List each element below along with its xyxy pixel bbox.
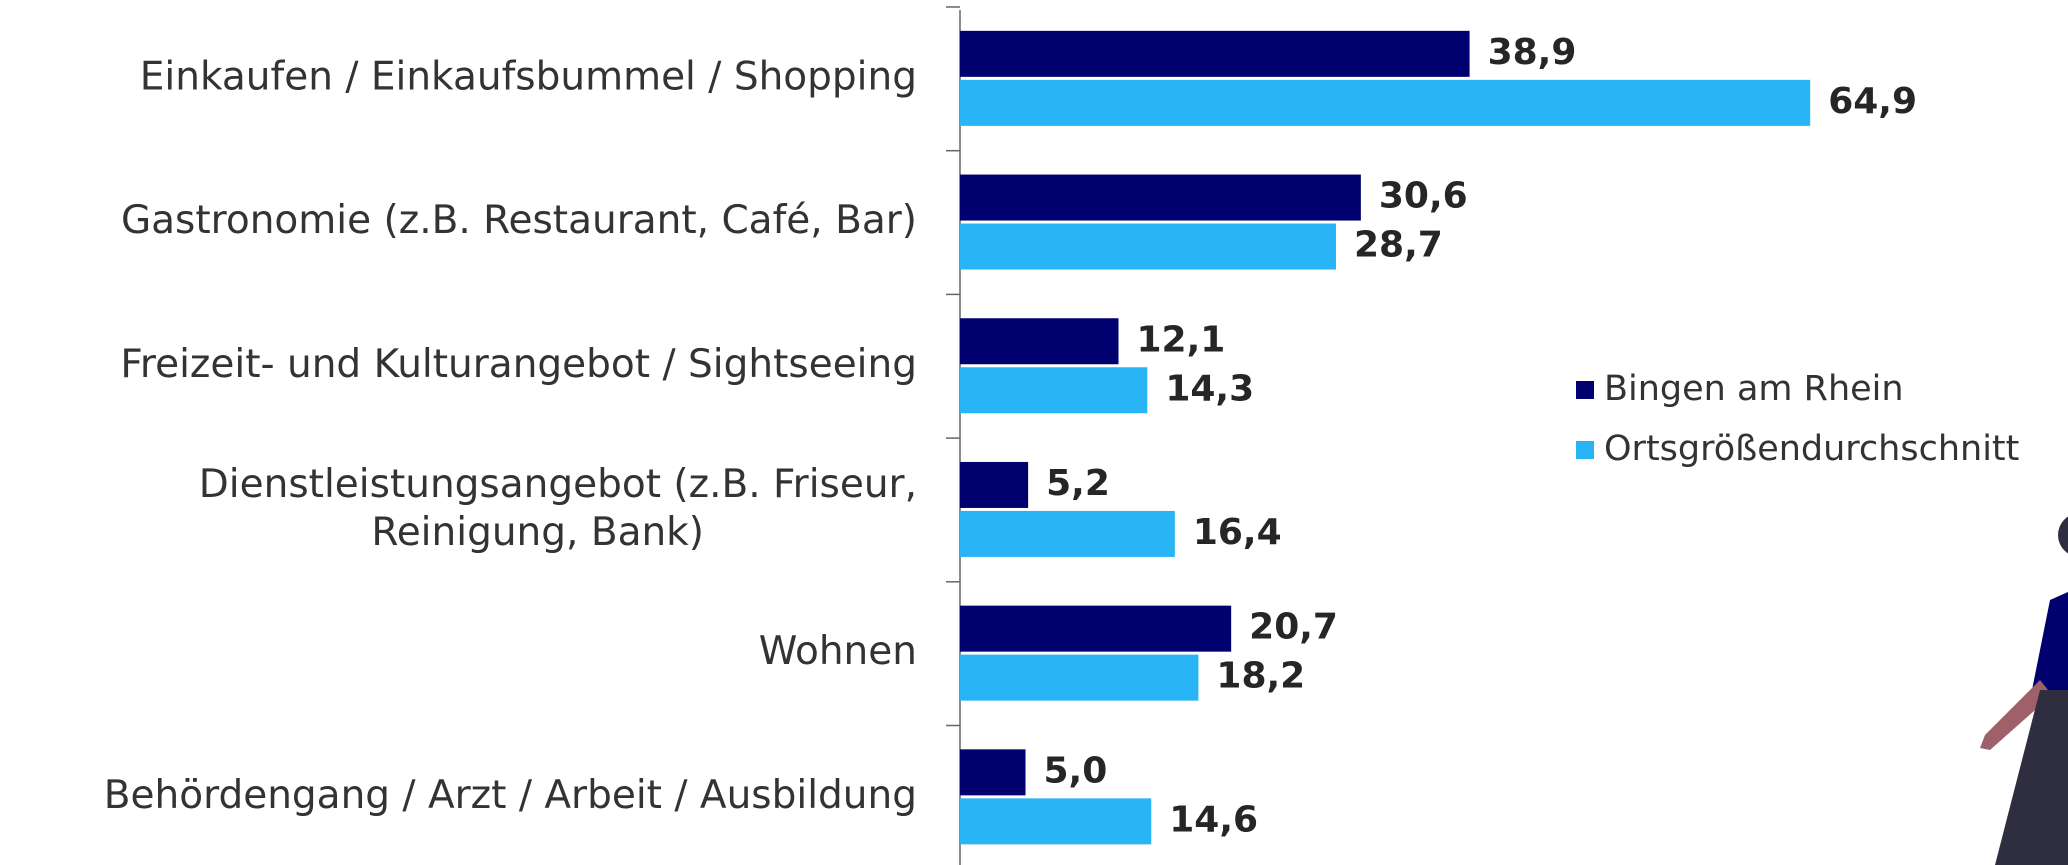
illustration xyxy=(1980,516,2068,865)
legend-swatch xyxy=(1576,381,1594,399)
value-label: 12,1 xyxy=(1137,319,1226,360)
bar xyxy=(960,510,1175,557)
value-label: 14,6 xyxy=(1169,799,1258,840)
value-label: 5,0 xyxy=(1044,750,1108,791)
legend-label: Ortsgrößendurchschnitt xyxy=(1604,429,2019,469)
bar xyxy=(960,174,1361,221)
bar xyxy=(960,367,1148,414)
category-label: Gastronomie (z.B. Restaurant, Café, Bar) xyxy=(121,198,917,243)
category-label: Dienstleistungsangebot (z.B. Friseur, Rei… xyxy=(199,461,917,554)
value-label: 28,7 xyxy=(1354,225,1443,266)
bar xyxy=(960,318,1119,365)
value-label: 30,6 xyxy=(1379,176,1468,217)
legend-label: Bingen am Rhein xyxy=(1604,369,1904,409)
value-label: 16,4 xyxy=(1193,512,1282,553)
category-label: Behördengang / Arzt / Arbeit / Ausbildun… xyxy=(104,773,917,818)
bar xyxy=(960,461,1029,508)
legend-swatch xyxy=(1576,441,1594,459)
category-label: Freizeit- und Kulturangebot / Sightseein… xyxy=(120,342,917,387)
value-label: 38,9 xyxy=(1488,32,1577,73)
value-label: 64,9 xyxy=(1828,81,1917,122)
value-label: 14,3 xyxy=(1165,368,1254,409)
category-label: Einkaufen / Einkaufsbummel / Shopping xyxy=(140,54,917,99)
value-label: 5,2 xyxy=(1046,463,1110,504)
bar xyxy=(960,223,1336,270)
bar xyxy=(960,605,1232,652)
category-label: Wohnen xyxy=(759,629,917,674)
value-label: 20,7 xyxy=(1249,607,1338,648)
bar xyxy=(960,30,1470,77)
bar xyxy=(960,798,1152,845)
value-label: 18,2 xyxy=(1216,656,1305,697)
bar xyxy=(960,749,1026,796)
bar xyxy=(960,654,1199,701)
bar xyxy=(960,79,1811,126)
